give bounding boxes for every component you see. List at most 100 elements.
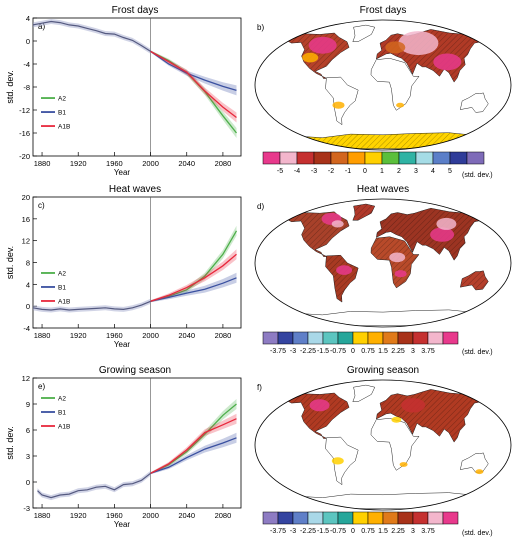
panel-d-colorbar-cell <box>307 331 324 345</box>
panel-e-a1b-line <box>150 418 237 474</box>
panel-d-colorbar-cell <box>412 331 429 345</box>
panel-d-anomaly-region <box>336 265 353 275</box>
panel-f-colorbar-cell <box>442 511 459 525</box>
panel-e-legend-label-a1b: A1B <box>58 424 70 431</box>
panel-f-colorbar-cell <box>277 511 294 525</box>
panel-a-historical-band <box>33 19 151 54</box>
panel-e-a2-line <box>150 403 237 474</box>
panel-a-y-tick-label: -8 <box>23 83 30 92</box>
panel-f-continent-australia <box>459 452 489 473</box>
panel-e-title: Growing season <box>99 365 171 376</box>
panel-f-colorbar-label: -2.25 <box>300 528 316 535</box>
panel-d: Heat waves d) -3.75 -3 -2.25 -1.5 -0.75 0 0.75… <box>254 184 512 356</box>
panel-b-colorbar-label: 3 <box>414 168 418 175</box>
panel-f-anomaly-region <box>475 469 484 475</box>
panel-d-anomaly-region <box>389 252 406 263</box>
panel-b-colorbar-cell <box>381 151 400 165</box>
panel-e-y-axis-label: std. dev. <box>5 426 15 459</box>
panel-b-anomaly-region <box>433 53 462 71</box>
panel-b-continent-south-america <box>325 76 359 126</box>
panel-e-b1-line <box>150 437 237 474</box>
panel-e-y-tick-label: -3 <box>23 504 30 513</box>
panel-f-colorbar-label: -3.75 <box>270 528 286 535</box>
panel-a-x-tick-label: 1880 <box>34 159 51 168</box>
panel-b-colorbar-label: -2 <box>328 168 334 175</box>
panel-f-colorbar-cell <box>307 511 324 525</box>
panel-a-label: a) <box>38 22 45 31</box>
panel-a-x-tick-label: 2000 <box>142 159 159 168</box>
panel-d-colorbar-cell <box>367 331 384 345</box>
panel-f-colorbar-cell <box>322 511 339 525</box>
panel-b-continent-australia <box>459 92 489 113</box>
panel-a-historical-line <box>32 20 151 52</box>
panel-a-x-axis-label: Year <box>114 168 131 177</box>
panel-f-colorbar-label: -3 <box>290 528 296 535</box>
panel-d-map-area <box>286 203 489 326</box>
panel-e-y-tick-label: 12 <box>22 374 30 383</box>
panel-c-x-tick-label: 2080 <box>215 331 232 340</box>
panel-e-y-tick-label: 0 <box>26 478 30 487</box>
panel-d-colorbar-label: -2.25 <box>300 348 316 355</box>
panel-f-colorbar-label: 3.75 <box>421 528 435 535</box>
panel-d-map-outline <box>254 198 512 328</box>
panel-f-colorbar-cell <box>292 511 309 525</box>
panel-f-anomaly-region <box>399 462 408 467</box>
panel-c-x-axis-label: Year <box>114 340 131 349</box>
panel-b-colorbar-cell <box>330 151 349 165</box>
panel-b-colorbar-label: 4 <box>431 168 435 175</box>
panel-b: Frost days b) -5 -4 -3 -2 -1 0 1 2 3 4 5 (std. dev… <box>254 5 512 179</box>
panel-b-anomaly-region <box>398 31 439 56</box>
panel-f-colorbar-label: -1.5 <box>317 528 329 535</box>
panel-b-colorbar-cell <box>313 151 332 165</box>
panel-d-colorbar-label: 2.25 <box>391 348 405 355</box>
panel-d-colorbar-label: -1.5 <box>317 348 329 355</box>
panel-a-y-tick-label: -16 <box>19 129 30 138</box>
panel-d-anomaly-region <box>436 217 457 230</box>
panel-c-a2-band <box>150 225 237 303</box>
panel-f-colorbar-cell <box>352 511 369 525</box>
panel-b-colorbar-unit: (std. dev.) <box>462 172 493 179</box>
panel-f-anomaly-region <box>391 416 402 423</box>
panel-b-colorbar-label: 2 <box>397 168 401 175</box>
panel-c-x-tick-label: 2000 <box>142 331 159 340</box>
panel-e: Growing season e) 1880 1920 1960 2000 2040 208… <box>5 365 242 529</box>
panel-c-legend-label-a2: A2 <box>58 270 66 277</box>
panel-b-colorbar-cell <box>364 151 383 165</box>
panel-d-colorbar-label: -3.75 <box>270 348 286 355</box>
panel-d-colorbar-cell <box>427 331 444 345</box>
panel-f-colorbar-cell <box>337 511 354 525</box>
panel-b-hatch-antarctica <box>288 132 478 149</box>
panel-b-map-area <box>286 24 489 149</box>
panel-a-title: Frost days <box>112 5 159 16</box>
panel-b-colorbar-label: 1 <box>380 168 384 175</box>
panel-e-x-tick-label: 2040 <box>178 511 195 520</box>
panel-c-historical-line <box>32 300 151 311</box>
panel-f-colorbar-label: 1.5 <box>378 528 388 535</box>
panel-c-b1-line <box>150 277 237 302</box>
panel-d-colorbar-label: 1.5 <box>378 348 388 355</box>
panel-e-historical-band <box>37 470 151 501</box>
panel-f-anomaly-region <box>331 457 344 465</box>
panel-b-label: b) <box>257 23 264 32</box>
panel-a-y-tick-label: -20 <box>19 152 30 161</box>
panel-a-legend-label-b1: B1 <box>58 110 66 117</box>
panel-c-a1b-line <box>150 253 237 302</box>
panel-f-continent-greenland <box>352 384 376 402</box>
panel-d-colorbar-label: -0.75 <box>330 348 346 355</box>
panel-c-x-tick-label: 1960 <box>106 331 123 340</box>
panel-d-hatch-australia <box>460 270 489 290</box>
panel-f-colorbar-label: 2.25 <box>391 528 405 535</box>
panel-d-anomaly-region <box>394 270 407 278</box>
panel-a-b1-line <box>150 50 237 92</box>
panel-f-colorbar-unit: (std. dev.) <box>462 530 493 537</box>
panel-b-anomaly-region <box>308 36 337 54</box>
panel-b-colorbar-label: 0 <box>363 168 367 175</box>
panel-d-anomaly-region <box>430 227 455 242</box>
panel-f-anomaly-region <box>309 399 330 412</box>
panel-f: Growing season f) -3.75 -3 -2.25 -1.5 -0.75 0… <box>254 365 512 537</box>
panel-a-legend-label-a2: A2 <box>58 96 66 103</box>
panel-f-colorbar-label: 0.75 <box>361 528 375 535</box>
panel-b-map-outline <box>254 19 512 151</box>
panel-b-colorbar-cell <box>279 151 298 165</box>
